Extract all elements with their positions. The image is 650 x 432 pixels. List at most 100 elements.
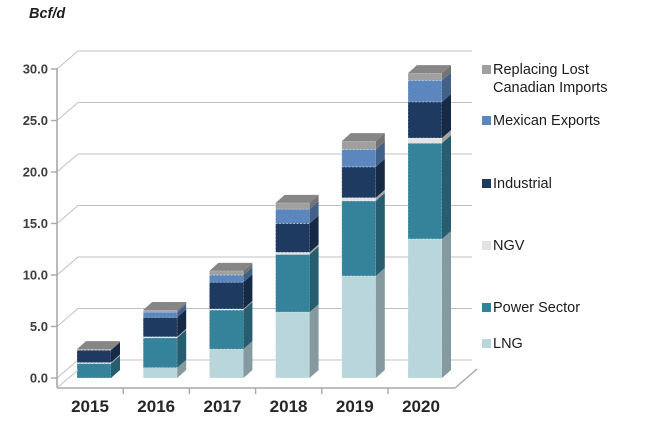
- bar-segment-side: [111, 341, 120, 351]
- legend-item: Industrial: [482, 176, 646, 194]
- bar-segment: [76, 362, 112, 364]
- bar-segment-side: [243, 267, 253, 283]
- x-tick-label: 2020: [402, 397, 440, 416]
- y-tick-label: 5.0: [30, 319, 48, 334]
- y-tick-label: 15.0: [23, 216, 48, 231]
- bar-segment-side: [177, 309, 187, 337]
- legend-label: Replacing Lost Canadian Imports: [493, 62, 608, 96]
- bar-segment-side: [375, 192, 385, 277]
- legend-swatch: [482, 303, 491, 312]
- legend-label: Power Sector: [493, 300, 581, 316]
- gridline-diagonal: [56, 50, 79, 70]
- bar-segment-side: [309, 215, 319, 253]
- x-tick-label: 2017: [203, 397, 241, 416]
- bar-2018: [275, 194, 319, 379]
- bar-segment-side: [309, 246, 319, 313]
- bar-segment-side: [375, 268, 385, 378]
- bar-2019: [341, 133, 385, 379]
- floor-left-edge: [56, 369, 79, 389]
- bar-segment-side: [442, 130, 451, 144]
- y-tick-label: 30.0: [23, 62, 48, 77]
- bar-segment-side: [442, 93, 451, 139]
- bar-segment: [209, 348, 244, 379]
- gridline-diagonal: [56, 102, 79, 121]
- y-tick-label: 0.0: [30, 371, 48, 386]
- y-axis-unit-label: Bcf/d: [29, 6, 66, 22]
- bar-segment: [275, 223, 310, 253]
- legend-item: Replacing Lost Canadian Imports: [482, 62, 646, 97]
- bar-segment-side: [375, 133, 385, 150]
- bar-segment: [76, 349, 112, 363]
- bar-segment: [142, 336, 178, 339]
- bar-segment: [407, 79, 443, 103]
- bar-segment-side: [442, 230, 451, 378]
- bar-segment: [341, 166, 377, 199]
- legend-swatch: [482, 116, 491, 125]
- x-tick-label: 2016: [137, 397, 175, 416]
- bar-segment-side: [375, 158, 385, 198]
- legend-label: LNG: [493, 336, 523, 352]
- bar-2017: [209, 262, 253, 379]
- x-tick-label: 2015: [71, 397, 109, 416]
- bar-segment-side: [442, 72, 451, 102]
- legend-item: Power Sector: [482, 300, 646, 318]
- bar-segment-side: [243, 274, 253, 309]
- bar-segment-side: [111, 342, 120, 363]
- bar-segment-side: [177, 328, 187, 338]
- legend-label: Industrial: [493, 176, 552, 192]
- bar-segment: [407, 142, 443, 240]
- bar-segment: [209, 270, 244, 276]
- bar-top-face: [143, 302, 187, 311]
- bar-segment-side: [309, 304, 319, 378]
- bar-segment-side: [243, 300, 253, 311]
- bar-top-face: [275, 194, 319, 203]
- bar-segment: [407, 137, 443, 144]
- bar-top-face: [77, 341, 120, 350]
- y-tick-label: 10.0: [23, 268, 48, 283]
- legend-item: NGV: [482, 238, 646, 256]
- bar-segment: [142, 311, 178, 318]
- legend-swatch: [482, 339, 491, 348]
- gridline-diagonal: [56, 359, 79, 379]
- bar-segment: [209, 281, 244, 310]
- bar-segment: [142, 367, 178, 379]
- bar-segment-side: [111, 355, 120, 378]
- bar-2015: [76, 341, 120, 379]
- bar-segment: [407, 72, 443, 81]
- bar-segment-side: [177, 329, 187, 368]
- legend-label: NGV: [493, 238, 525, 254]
- legend-swatch: [482, 65, 491, 74]
- chart-legend: Replacing Lost Canadian Imports Mexican E…: [482, 0, 650, 432]
- bar-segment-side: [177, 304, 187, 318]
- bar-top-face: [408, 65, 451, 74]
- gridline-diagonal: [56, 205, 79, 224]
- bar-segment: [407, 238, 443, 379]
- bar-segment: [76, 348, 112, 351]
- x-tick-label: 2018: [270, 397, 308, 416]
- bar-segment: [341, 148, 377, 168]
- bar-top-face: [209, 262, 253, 271]
- bar-segment-side: [375, 189, 385, 201]
- legend-label: Mexican Exports: [493, 113, 601, 129]
- bar-segment: [209, 274, 244, 283]
- legend-swatch: [482, 179, 491, 188]
- bar-segment-side: [309, 201, 319, 224]
- bar-segment-side: [177, 359, 187, 378]
- bar-segment: [275, 311, 310, 379]
- bar-2020: [407, 65, 451, 379]
- bar-segment-side: [309, 244, 319, 255]
- bar-2016: [142, 302, 187, 379]
- bar-segment: [275, 208, 310, 224]
- bar-segment: [341, 197, 377, 202]
- bar-segment: [209, 308, 244, 311]
- bar-segment-side: [177, 302, 187, 313]
- bar-segment: [209, 309, 244, 350]
- y-tick-label: 20.0: [23, 165, 48, 180]
- gridline-diagonal: [56, 308, 79, 327]
- bar-segment-side: [111, 354, 120, 364]
- bar-segment: [275, 254, 310, 313]
- bar-segment-side: [442, 65, 451, 81]
- bar-segment-side: [243, 302, 253, 350]
